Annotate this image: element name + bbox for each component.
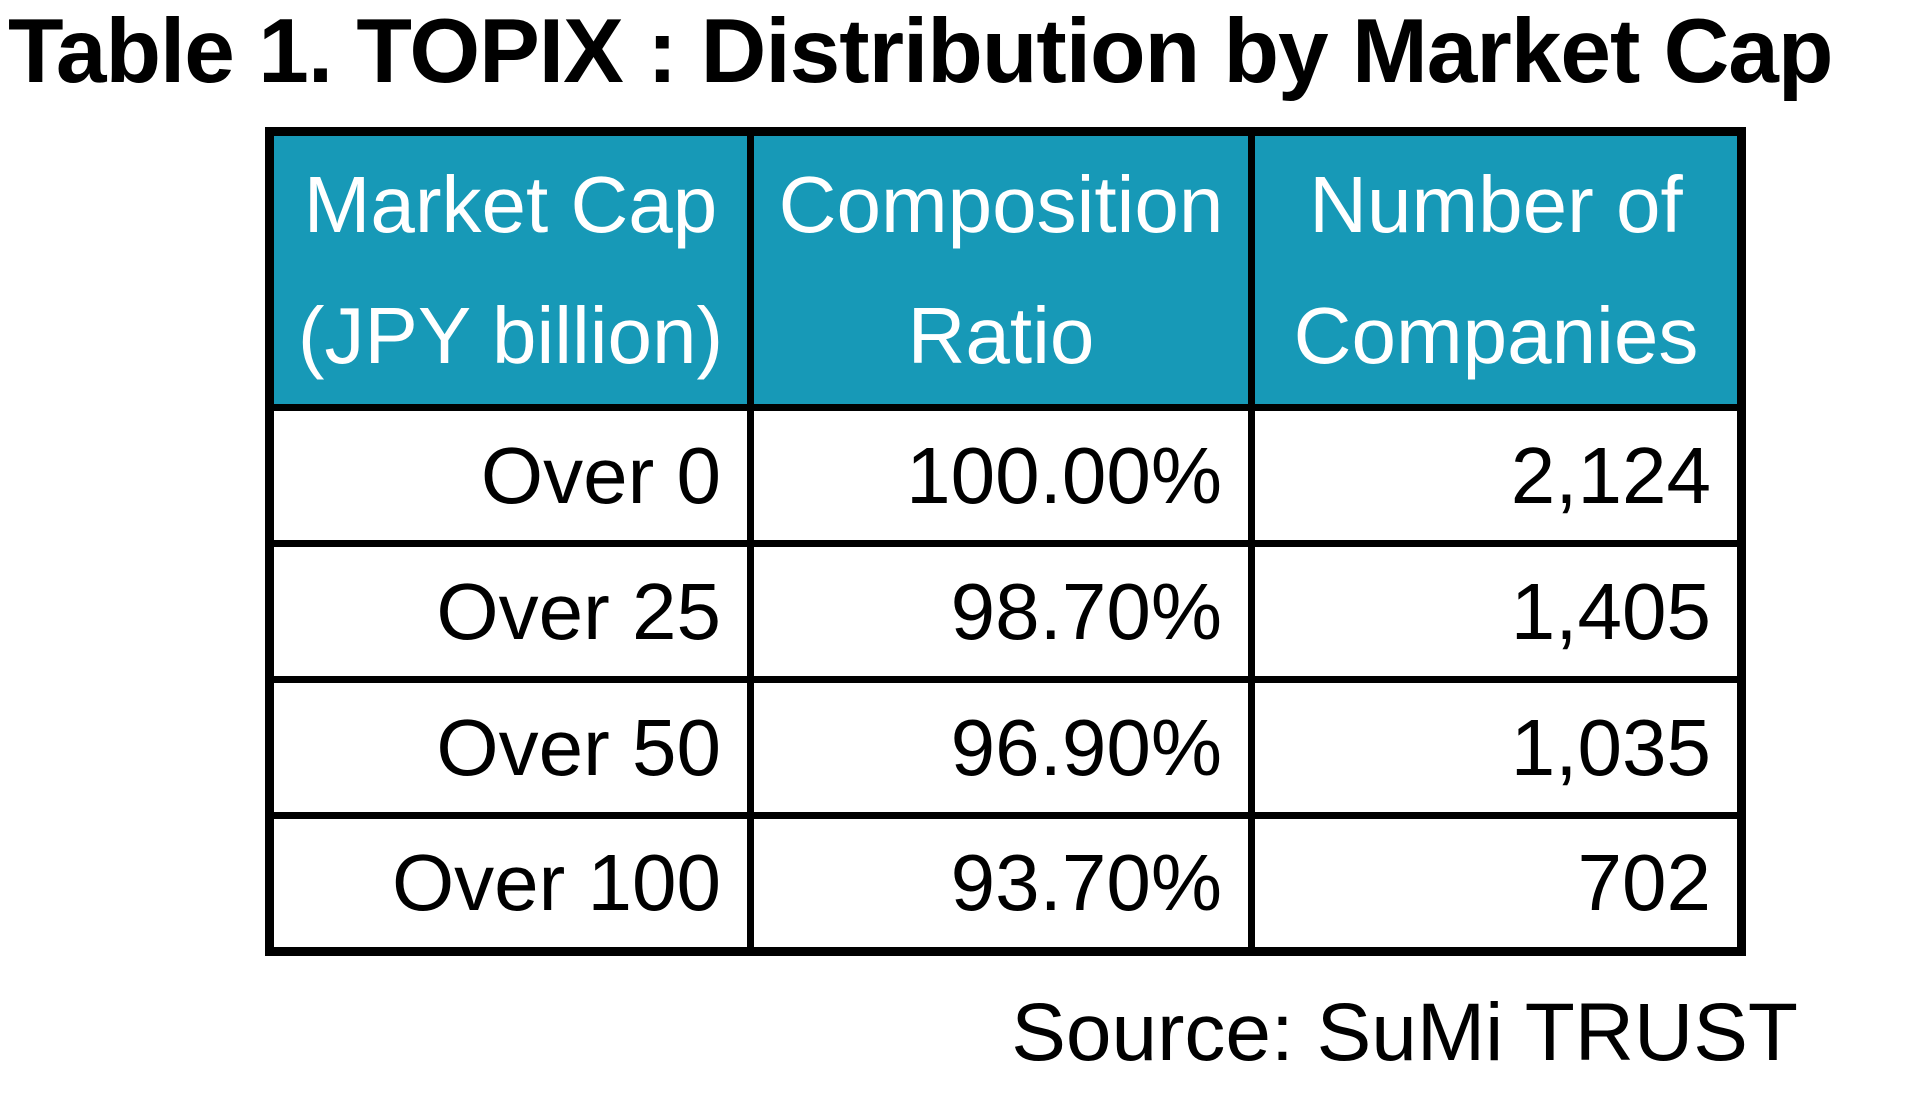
header-label-market-cap-line1: Market Cap: [303, 160, 718, 249]
page: Table 1. TOPIX : Distribution by Market …: [0, 6, 1920, 1078]
cell-market-cap: Over 25: [266, 540, 754, 683]
page-title: Table 1. TOPIX : Distribution by Market …: [8, 1, 1834, 102]
cell-composition-ratio: 93.70%: [747, 812, 1255, 955]
table-body: Over 0 100.00% 2,124 Over 25 98.70% 1,40…: [266, 404, 1745, 955]
cell-market-cap: Over 0: [266, 404, 754, 547]
source-attribution: Source: SuMi TRUST: [1011, 987, 1798, 1078]
header-label-market-cap-line2: (JPY billion): [297, 291, 724, 380]
table-row: Over 50 96.90% 1,035: [266, 676, 1745, 819]
header-label-composition-ratio-line1: Composition: [778, 160, 1224, 249]
header-label-number-of-companies-line2: Companies: [1293, 291, 1699, 380]
cell-composition-ratio: 98.70%: [747, 540, 1255, 683]
cell-market-cap: Over 100: [266, 812, 754, 955]
cell-number-of-companies: 2,124: [1248, 404, 1745, 547]
table-row: Over 0 100.00% 2,124: [266, 404, 1745, 547]
table-header: Market Cap (JPY billion) Composition Rat…: [266, 128, 1745, 411]
cell-composition-ratio: 96.90%: [747, 676, 1255, 819]
header-cell-number-of-companies: Number of Companies: [1248, 128, 1745, 411]
cell-market-cap: Over 50: [266, 676, 754, 819]
table-row: Over 100 93.70% 702: [266, 812, 1745, 955]
table-row: Over 25 98.70% 1,405: [266, 540, 1745, 683]
header-label-number-of-companies-line1: Number of: [1309, 160, 1683, 249]
cell-composition-ratio: 100.00%: [747, 404, 1255, 547]
header-cell-market-cap: Market Cap (JPY billion): [266, 128, 754, 411]
cell-number-of-companies: 1,035: [1248, 676, 1745, 819]
cell-number-of-companies: 702: [1248, 812, 1745, 955]
header-cell-composition-ratio: Composition Ratio: [747, 128, 1255, 411]
cell-number-of-companies: 1,405: [1248, 540, 1745, 683]
header-label-composition-ratio-line2: Ratio: [907, 291, 1095, 380]
market-cap-distribution-table: Market Cap (JPY billion) Composition Rat…: [265, 127, 1746, 956]
header-row: Market Cap (JPY billion) Composition Rat…: [266, 128, 1745, 411]
